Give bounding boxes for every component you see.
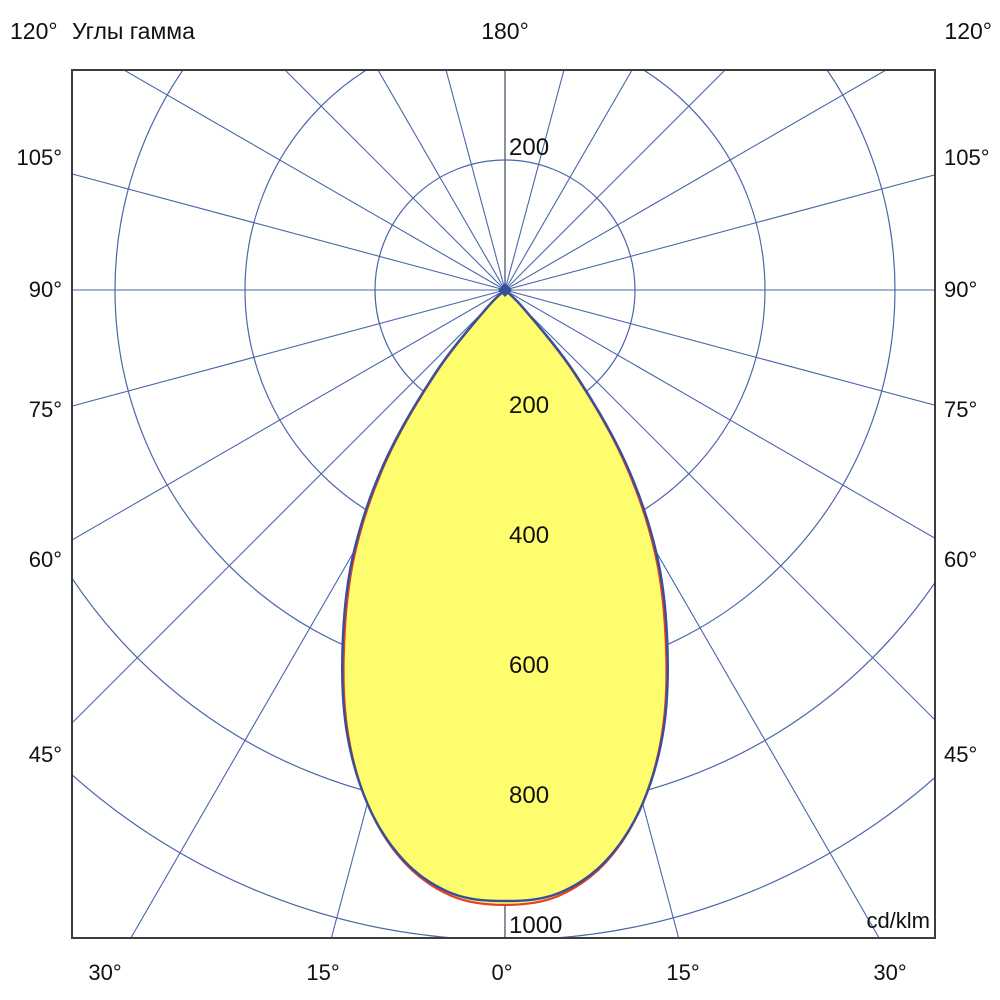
grid-ray-210 [377, 70, 506, 291]
corner-angle-label-left: 120° [10, 18, 58, 44]
angle-label-left-45: 45° [28, 742, 62, 767]
grid-ray-300 [72, 289, 506, 541]
angle-label-right-105: 105° [944, 145, 990, 170]
angle-label-left-105: 105° [16, 145, 62, 170]
grid-ray-285 [72, 289, 506, 407]
angle-label-bottom--15: 15° [306, 960, 340, 985]
grid-ray-225 [284, 70, 506, 291]
grid-ray-60 [504, 289, 935, 539]
angle-label-right-90: 90° [944, 277, 978, 302]
grid-ray-150 [504, 70, 633, 291]
angle-label-right-45: 45° [944, 742, 978, 767]
grid-ray-195 [445, 70, 506, 291]
grid-ray-165 [504, 70, 565, 291]
plot-frame [71, 69, 936, 939]
angle-label-left-60: 60° [28, 547, 62, 572]
ring-label-800: 800 [509, 782, 549, 809]
grid-ray-240 [122, 70, 506, 291]
grid-ray-120 [504, 70, 888, 291]
grid-ray-105 [504, 174, 935, 291]
angle-label-right-75: 75° [944, 397, 978, 422]
grid-ray-135 [504, 70, 726, 291]
grid-ray-315 [72, 289, 506, 724]
grid-ray-255 [72, 173, 506, 291]
ring-label-400: 400 [509, 522, 549, 549]
ring-label-200: 200 [509, 392, 549, 419]
intensity-curve-blue [341, 288, 669, 903]
angle-label-bottom-15: 15° [666, 960, 700, 985]
angle-label-left-75: 75° [28, 397, 62, 422]
angle-label-bottom--30: 30° [88, 960, 122, 985]
unit-label: cd/klm [866, 908, 930, 933]
top-angle-label: 180° [481, 18, 529, 44]
beam-fill-blue [342, 290, 668, 901]
angle-label-bottom-0: 0° [491, 960, 513, 985]
ring-label-top-200: 200 [509, 134, 549, 161]
corner-angle-label-right: 120° [944, 18, 992, 44]
angle-label-bottom-30: 30° [873, 960, 907, 985]
grid-ray-75 [504, 289, 935, 406]
ring-label-1000: 1000 [509, 912, 562, 939]
angle-label-left-90: 90° [28, 277, 62, 302]
angle-label-right-60: 60° [944, 547, 978, 572]
grid-ray-45 [504, 289, 935, 721]
center-marker [498, 283, 512, 297]
ring-label-600: 600 [509, 652, 549, 679]
chart-title: Углы гамма [72, 18, 195, 44]
